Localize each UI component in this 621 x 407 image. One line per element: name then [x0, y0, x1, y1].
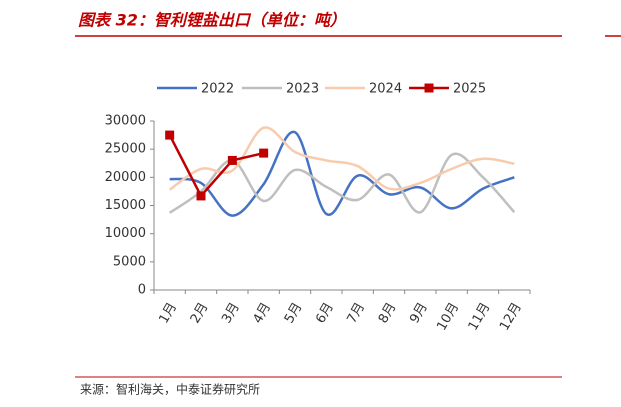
y-tick-label: 10000: [105, 226, 146, 241]
marker: [196, 191, 206, 201]
x-tick-label: 1月: [157, 300, 181, 326]
legend-marker: [424, 83, 434, 93]
marker: [227, 155, 237, 165]
source: 来源：智利海关，中泰证券研究所: [80, 382, 260, 397]
x-tick-label: 6月: [313, 300, 337, 326]
x-tick-label: 4月: [251, 300, 275, 326]
legend-label: 2022: [201, 82, 234, 97]
x-tick-label: 11月: [466, 300, 494, 333]
y-tick-label: 25000: [105, 142, 146, 157]
x-tick-label: 3月: [219, 300, 243, 326]
x-tick-label: 8月: [376, 300, 400, 326]
marker: [165, 130, 175, 140]
series-line: [169, 131, 515, 217]
marker: [259, 148, 269, 158]
y-tick-label: 5000: [113, 254, 146, 269]
x-tick-label: 5月: [282, 300, 306, 326]
x-tick-label: 9月: [407, 300, 431, 326]
x-tick-label: 10月: [434, 300, 462, 333]
x-tick-label: 7月: [345, 300, 369, 326]
legend-label: 2024: [369, 82, 402, 97]
title: 图表 32：智利锂盐出口（单位：吨）: [78, 11, 346, 30]
series-line: [168, 134, 264, 199]
x-tick-label: 12月: [497, 300, 525, 333]
y-tick-label: 15000: [105, 198, 146, 213]
series-line: [168, 126, 515, 191]
x-tick-label: 2月: [188, 300, 212, 326]
y-tick-label: 20000: [105, 170, 146, 185]
y-tick-label: 30000: [105, 114, 146, 129]
legend-label: 2023: [286, 82, 319, 97]
legend-label: 2025: [453, 82, 486, 97]
y-tick-label: 0: [138, 283, 146, 298]
